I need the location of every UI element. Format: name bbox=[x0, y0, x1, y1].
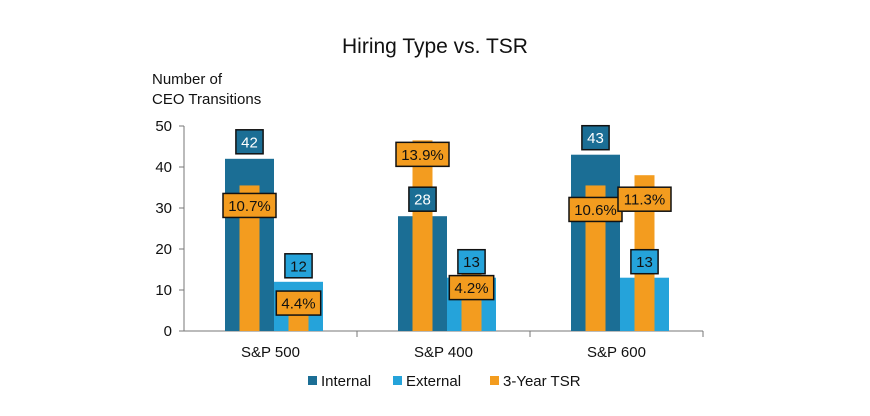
data-label-external-box bbox=[457, 248, 486, 275]
data-label-internal-box bbox=[235, 129, 264, 155]
data-label-internal-box bbox=[581, 124, 610, 151]
legend: Internal External 3-Year TSR bbox=[308, 373, 581, 390]
data-label-tsr-external: 4.2% bbox=[454, 280, 488, 297]
y-axis-label-line-1: Number of bbox=[152, 71, 223, 88]
data-label-tsr-external-box bbox=[448, 274, 495, 301]
y-tick-label: 50 bbox=[155, 118, 172, 135]
y-tick-label: 40 bbox=[155, 159, 172, 176]
data-label-external: 13 bbox=[463, 254, 480, 271]
data-label-tsr-internal-box bbox=[395, 141, 450, 168]
data-label-internal-box bbox=[408, 186, 437, 212]
y-tick-label: 0 bbox=[164, 323, 172, 340]
legend-swatch-3 bbox=[490, 376, 499, 385]
category-label: S&P 600 bbox=[587, 344, 646, 361]
y-tick-label: 30 bbox=[155, 200, 172, 217]
data-label-tsr-internal: 13.9% bbox=[401, 147, 444, 164]
data-label-tsr-external-box bbox=[275, 290, 322, 316]
y-tick-label: 20 bbox=[155, 241, 172, 258]
data-label-internal: 28 bbox=[414, 192, 431, 209]
plot-area: 0 10 20 30 40 50 S&P 500 42 12 10.7% 4.4% S&P 400 28… bbox=[155, 118, 704, 361]
data-label-external: 12 bbox=[290, 258, 307, 275]
data-label-external-box bbox=[630, 248, 659, 275]
bar-tsr-internal bbox=[239, 185, 260, 331]
bar-tsr-internal bbox=[412, 140, 433, 331]
data-label-tsr-internal: 10.6% bbox=[574, 202, 617, 219]
y-axis-label-line-2: CEO Transitions bbox=[152, 91, 261, 108]
data-label-external: 13 bbox=[636, 254, 653, 271]
data-label-tsr-external-box bbox=[617, 186, 672, 212]
data-label-tsr-external: 11.3% bbox=[624, 192, 665, 209]
category-label: S&P 400 bbox=[414, 344, 473, 361]
data-label-internal: 43 bbox=[587, 130, 604, 147]
chart-title: Hiring Type vs. TSR bbox=[342, 35, 528, 58]
legend-label-1: Internal bbox=[321, 373, 371, 390]
data-label-tsr-internal-box bbox=[222, 192, 277, 219]
legend-swatch-1 bbox=[308, 376, 317, 385]
y-tick-label: 10 bbox=[155, 282, 172, 299]
data-label-tsr-external: 4.4% bbox=[281, 296, 315, 313]
legend-swatch-2 bbox=[393, 376, 402, 385]
data-label-internal: 42 bbox=[241, 134, 258, 151]
data-label-external-box bbox=[284, 253, 313, 279]
category-label: S&P 500 bbox=[241, 344, 300, 361]
legend-label-2: External bbox=[406, 373, 461, 390]
data-label-tsr-internal: 10.7% bbox=[228, 198, 271, 215]
legend-label-3: 3-Year TSR bbox=[503, 373, 581, 390]
